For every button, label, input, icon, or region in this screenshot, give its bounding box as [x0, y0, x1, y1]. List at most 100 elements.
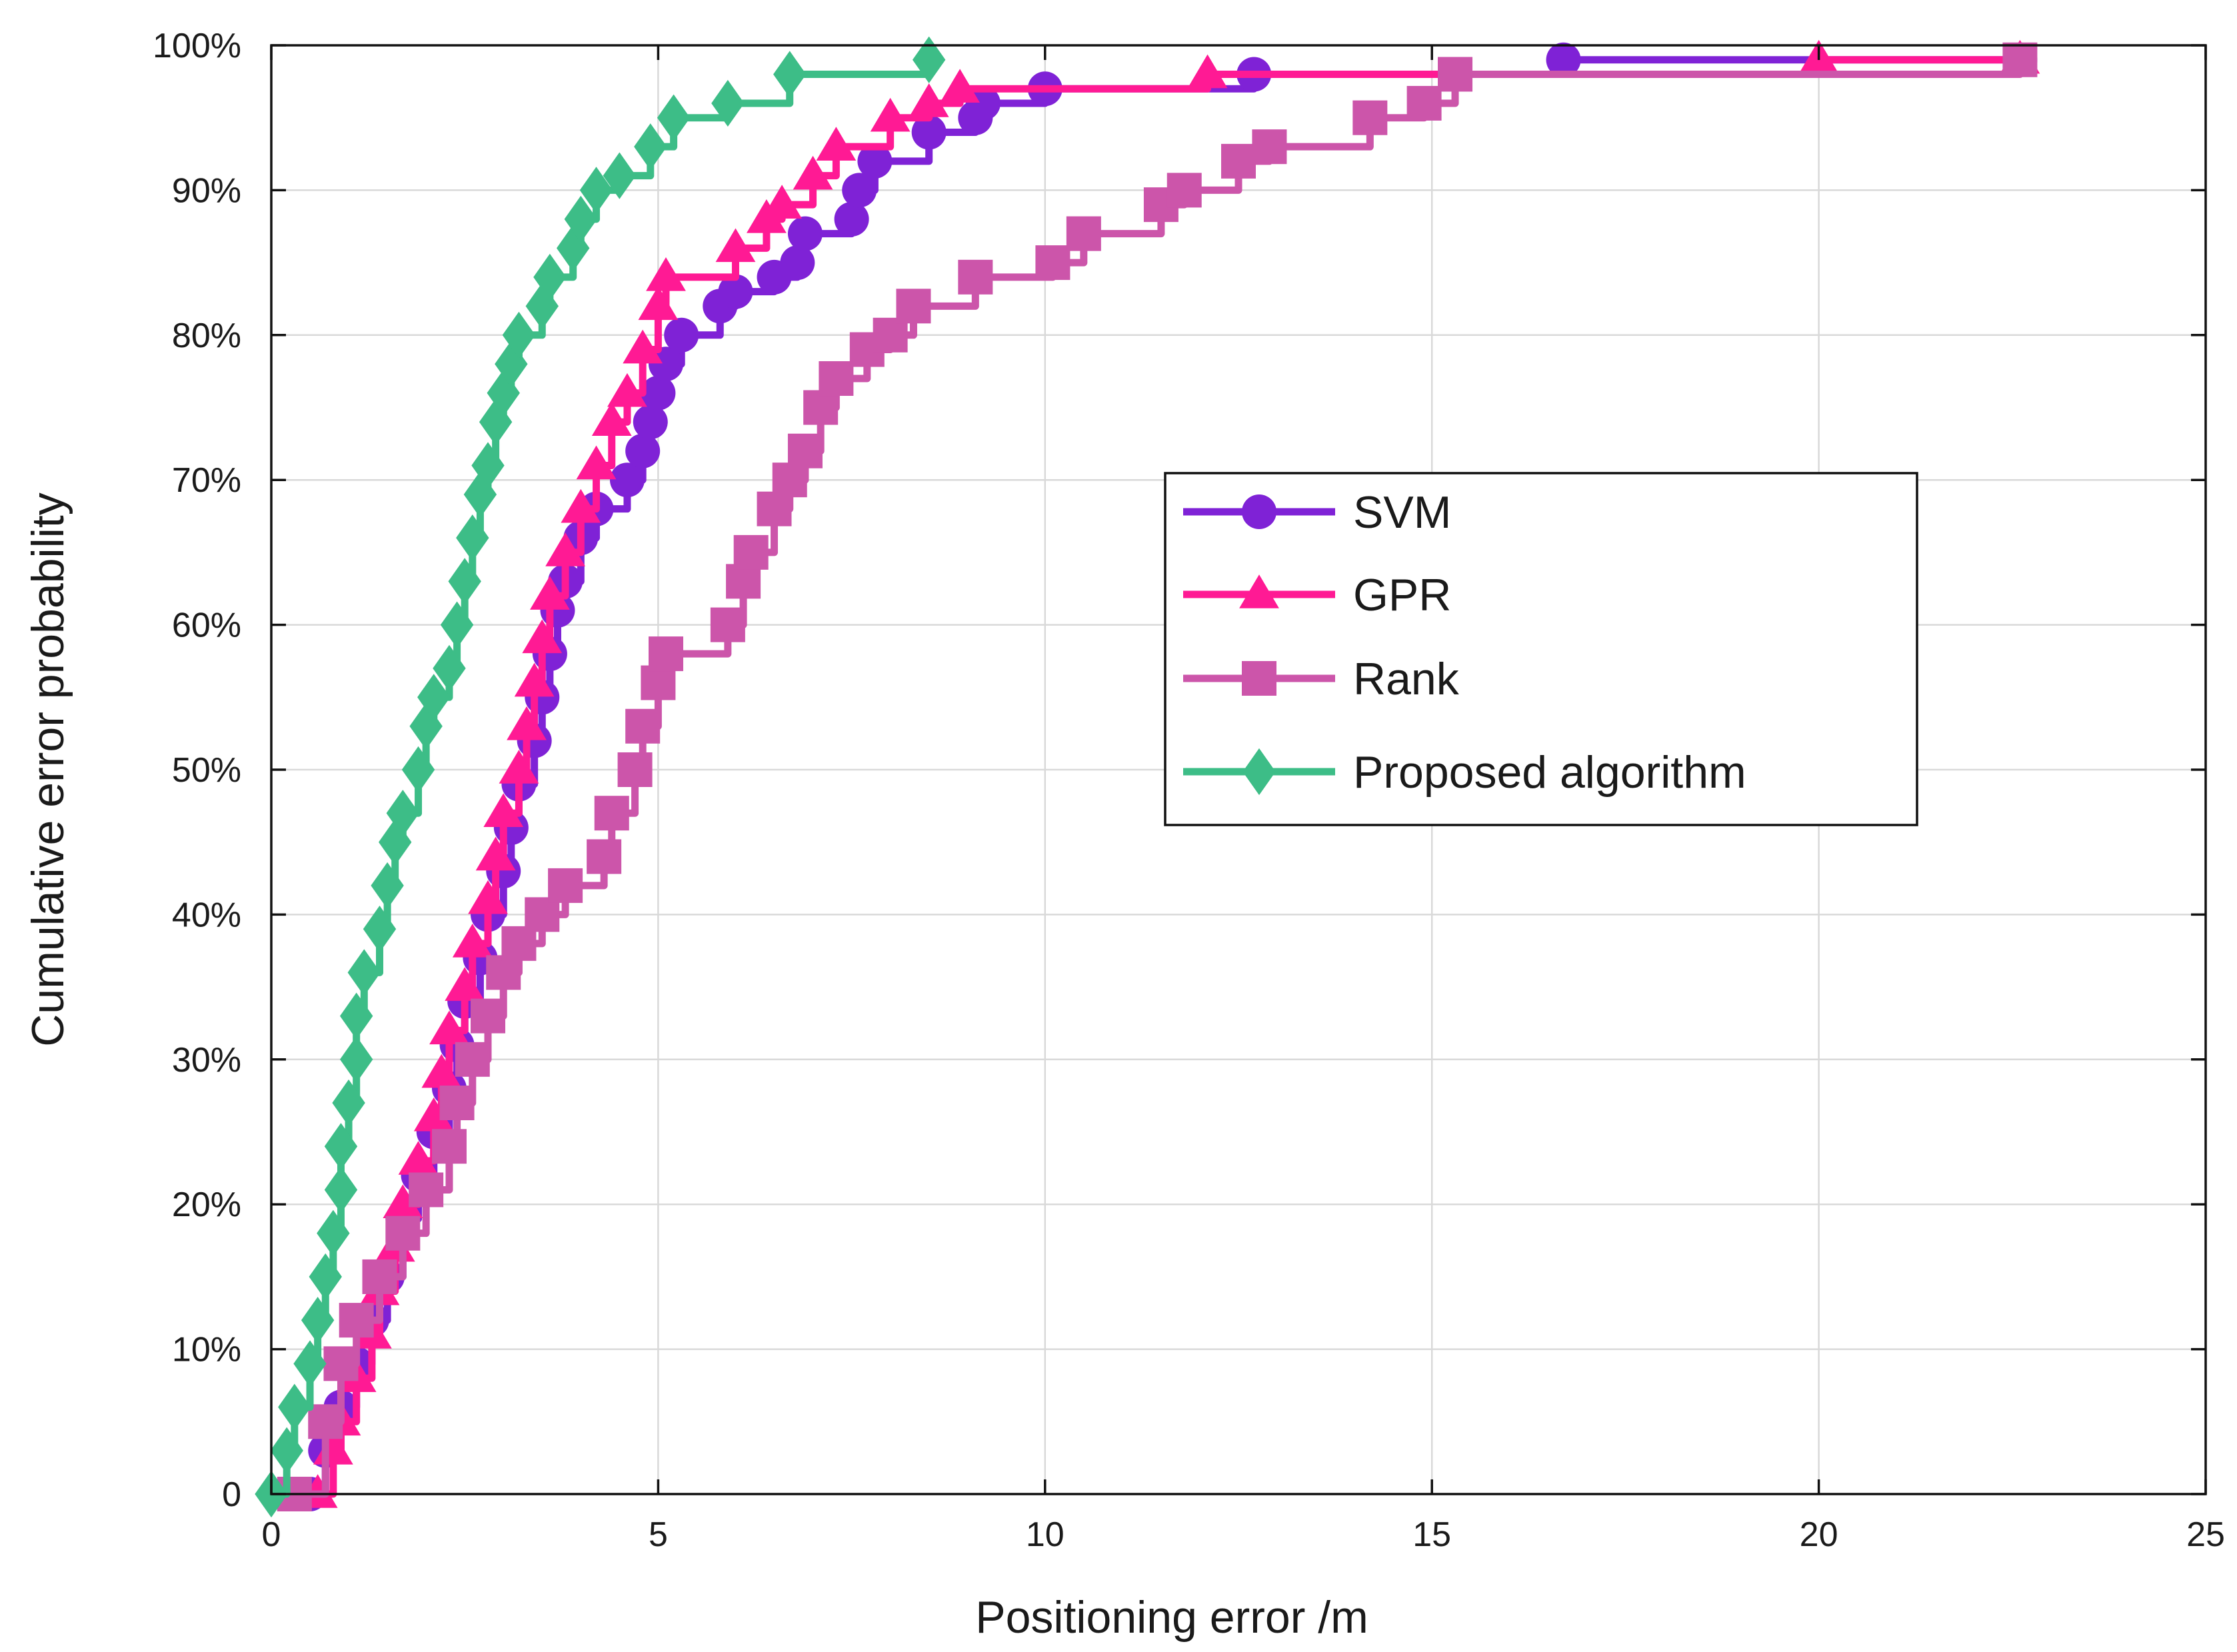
data-point-rank	[455, 1042, 490, 1077]
data-point-gpr	[383, 1184, 423, 1218]
data-point-gpr	[816, 127, 857, 161]
legend-swatch-marker	[1242, 661, 1276, 696]
data-point-rank	[726, 564, 761, 599]
data-point-rank	[1406, 85, 1442, 121]
data-point-gpr	[413, 1097, 454, 1132]
data-point-gpr	[452, 923, 493, 958]
data-point-rank	[2002, 42, 2038, 77]
data-point-rank	[1035, 245, 1071, 281]
legend-swatch-marker	[1242, 748, 1276, 796]
data-point-proposed-algorithm	[912, 36, 946, 83]
data-point-svm	[857, 143, 893, 179]
data-point-rank	[819, 361, 854, 397]
data-point-gpr	[940, 69, 981, 103]
data-point-rank	[486, 955, 521, 990]
data-point-proposed-algorithm	[564, 195, 598, 243]
data-point-proposed-algorithm	[533, 253, 567, 301]
data-point-svm	[609, 462, 645, 498]
y-tick-label: 50%	[172, 751, 241, 790]
data-point-gpr	[638, 286, 679, 321]
data-point-proposed-algorithm	[433, 644, 466, 692]
data-point-proposed-algorithm	[603, 152, 637, 199]
y-tick-label: 100%	[153, 27, 241, 65]
data-point-proposed-algorithm	[386, 790, 420, 837]
data-point-svm	[664, 317, 699, 353]
data-point-gpr	[607, 373, 647, 407]
legend-swatch-marker	[1242, 494, 1276, 529]
data-point-proposed-algorithm	[711, 79, 745, 127]
data-point-proposed-algorithm	[440, 601, 474, 648]
y-tick-label: 10%	[172, 1331, 241, 1369]
data-point-svm	[625, 433, 661, 468]
data-point-rank	[641, 665, 676, 700]
legend-item-proposed-algorithm: Proposed algorithm	[1183, 747, 1746, 798]
series-layer	[255, 36, 2040, 1518]
data-point-rank	[1166, 173, 1202, 208]
data-point-proposed-algorithm	[401, 746, 435, 794]
data-point-rank	[1066, 216, 1101, 251]
y-axis-title: Cumulative error probability	[23, 492, 73, 1046]
data-point-gpr	[646, 257, 686, 291]
legend-swatch-marker	[1239, 574, 1279, 608]
x-tick-label: 20	[1800, 1515, 1838, 1554]
data-point-proposed-algorithm	[557, 225, 590, 272]
data-point-svm	[787, 216, 823, 251]
data-point-rank	[649, 636, 684, 672]
data-point-rank	[896, 289, 931, 324]
data-point-proposed-algorithm	[495, 341, 528, 388]
y-tick-label: 60%	[172, 606, 241, 645]
data-point-rank	[710, 607, 745, 642]
series-rank	[277, 42, 2038, 1511]
legend-label: Rank	[1353, 654, 1460, 704]
data-point-rank	[733, 534, 769, 570]
data-point-rank	[431, 1129, 467, 1164]
data-point-svm	[911, 115, 947, 150]
data-point-gpr	[468, 880, 508, 914]
data-point-proposed-algorithm	[317, 1210, 350, 1257]
data-point-rank	[339, 1303, 374, 1338]
legend-label: GPR	[1353, 570, 1451, 620]
data-point-rank	[1221, 143, 1256, 179]
data-point-proposed-algorithm	[579, 167, 613, 214]
axis-ticks	[270, 44, 2207, 1495]
data-point-gpr	[445, 967, 485, 1001]
legend-item-rank: Rank	[1183, 654, 1460, 704]
y-tick-label: 70%	[172, 461, 241, 500]
data-point-svm	[633, 405, 668, 440]
data-point-svm	[1546, 42, 1581, 77]
data-point-rank	[587, 839, 622, 874]
data-point-gpr	[715, 228, 756, 263]
x-tick-label: 25	[2186, 1515, 2225, 1554]
data-point-gpr	[909, 83, 949, 117]
data-point-gpr	[475, 836, 516, 871]
legend-items: SVM GPR Rank Proposed algorithm	[1183, 487, 1746, 798]
data-point-svm	[718, 274, 753, 309]
data-point-rank	[501, 926, 537, 961]
data-point-gpr	[870, 97, 911, 132]
data-point-gpr	[623, 329, 663, 364]
data-point-rank	[1352, 100, 1388, 135]
data-point-rank	[873, 317, 908, 353]
data-point-proposed-algorithm	[634, 123, 667, 171]
data-point-gpr	[429, 1010, 469, 1045]
data-point-rank	[323, 1346, 359, 1381]
data-point-proposed-algorithm	[324, 1166, 358, 1214]
x-axis-title: Positioning error /m	[975, 1592, 1368, 1643]
legend-item-svm: SVM	[1183, 487, 1451, 538]
data-point-proposed-algorithm	[363, 906, 397, 953]
data-point-proposed-algorithm	[301, 1297, 335, 1344]
data-point-proposed-algorithm	[270, 1427, 303, 1474]
y-tick-label: 30%	[172, 1041, 241, 1080]
data-point-rank	[471, 998, 506, 1034]
data-point-rank	[409, 1172, 444, 1208]
data-point-proposed-algorithm	[339, 1036, 373, 1083]
data-point-gpr	[762, 185, 803, 219]
tick-labels: 0 5 10 15 20 25 0 10% 20% 30% 40% 50% 60% 70% 80% 90% 10…	[153, 27, 2225, 1554]
data-point-rank	[1252, 129, 1287, 165]
data-point-rank	[803, 390, 839, 425]
data-point-gpr	[421, 1054, 462, 1088]
data-point-svm	[834, 201, 869, 237]
data-point-gpr	[514, 662, 555, 697]
data-point-gpr	[793, 155, 833, 190]
